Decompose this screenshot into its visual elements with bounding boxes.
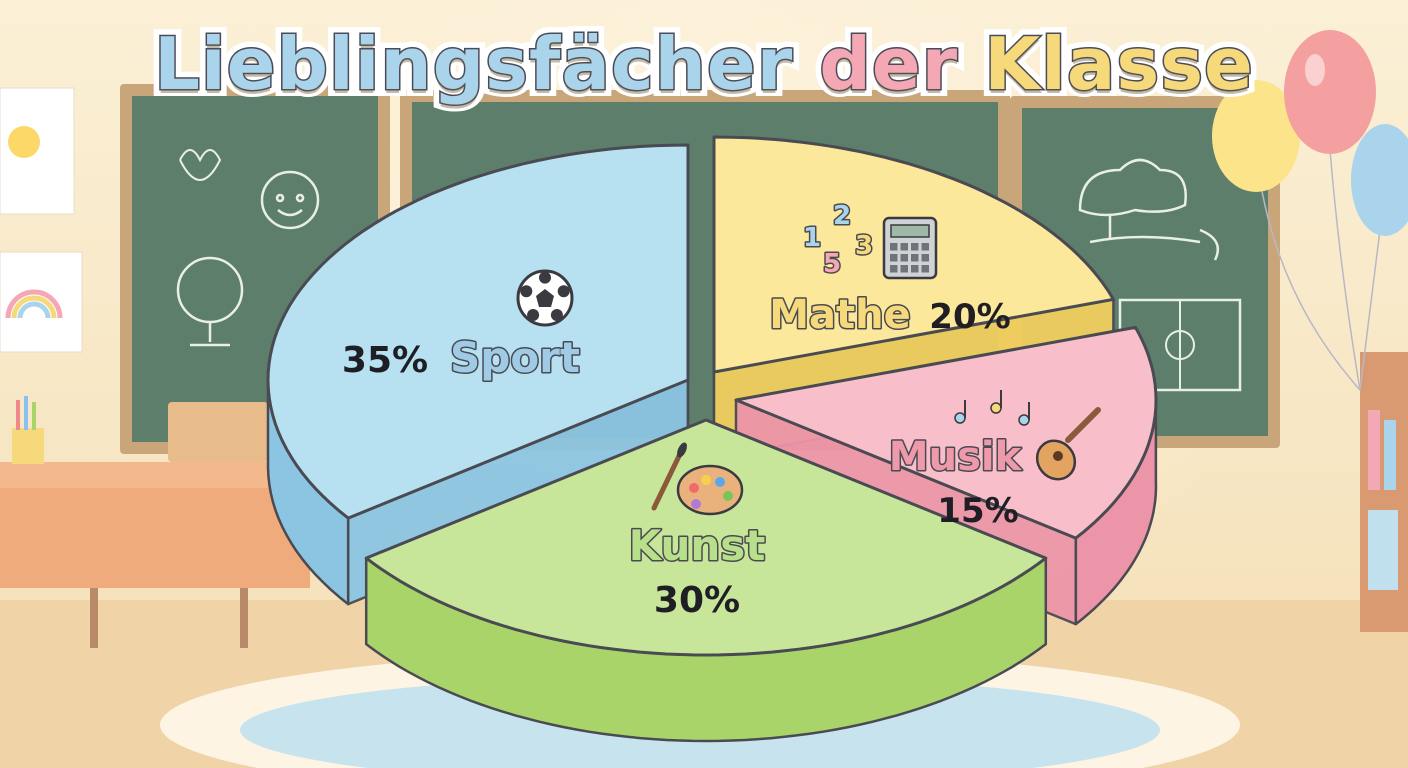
number-doodle: 1 [803,223,821,253]
pie-slice-kunst [364,418,1048,657]
pie-labels: Sport 35% Mathe 20% Musik 15% Kunst 30% [342,291,1024,622]
rainbow-picture [0,251,83,353]
slice-value-kunst: 30% [654,580,740,621]
bookshelf [1360,352,1408,632]
number-doodle: 5 [823,249,841,279]
pie-slice-sport [266,143,690,520]
pie-slice-musik [734,325,1158,540]
slice-label-musik: Musik [889,434,1023,480]
number-doodle: 2 [833,201,851,231]
balloons [1212,30,1408,391]
slice-value-musik: 15% [937,491,1018,531]
pie-chart [266,135,1158,743]
number-doodle: 3 [855,231,873,261]
title-word-3: Klasse Klasse [977,15,1260,113]
guitar-icon [1035,407,1101,481]
soccer-ball-icon [516,269,574,327]
title-word-2: der der [812,15,964,113]
sun-picture [0,87,75,215]
paint-palette-icon [651,442,744,516]
calculator-icon [882,216,938,280]
slice-label-mathe: Mathe [769,292,911,338]
music-notes-icon [954,390,1030,426]
slice-value-mathe: 20% [929,297,1010,337]
slice-value-sport: 35% [342,340,428,381]
slice-label-sport: Sport [450,333,580,382]
slice-label-kunst: Kunst [629,521,766,570]
title-word-1: Lieblingsfächer Lieblingsfächer [147,15,799,113]
chart-title: Lieblingsfächer Lieblingsfächer der der … [0,15,1408,113]
desk [0,396,380,648]
